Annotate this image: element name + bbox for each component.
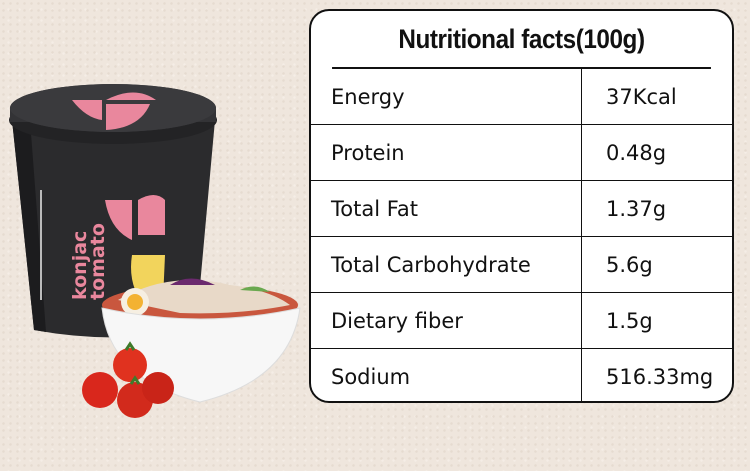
nutrient-name: Sodium [311, 348, 582, 401]
nutrient-name: Total Carbohydrate [311, 236, 582, 293]
table-row: Energy 37Kcal [311, 69, 732, 125]
cup-logo [138, 195, 165, 235]
nutrient-value: 37Kcal [581, 69, 732, 125]
nutrition-table: Nutritional facts(100g) Energy 37Kcal Prot… [309, 9, 734, 403]
cup-logo [105, 200, 132, 240]
table-row: Sodium 516.33mg [311, 348, 732, 401]
table-row: Total Fat 1.37g [311, 180, 732, 237]
tomato [142, 372, 174, 404]
product-name: konjac [69, 231, 91, 300]
egg-yolk [127, 294, 143, 310]
lid-logo [106, 92, 156, 100]
nutrient-name: Dietary fiber [311, 292, 582, 349]
table-title: Nutritional facts(100g) [332, 11, 711, 69]
lid-logo [106, 104, 150, 130]
tomato-stem [124, 341, 141, 385]
nutrient-name: Protein [311, 124, 582, 181]
nutrient-name: Total Fat [311, 180, 582, 237]
table-row: Protein 0.48g [311, 124, 732, 181]
nutrient-value: 1.5g [581, 292, 732, 349]
chopstick [40, 190, 42, 300]
product-name: tomato [87, 223, 109, 300]
product-illustration: konjac tomato [9, 84, 301, 418]
greens [240, 286, 270, 292]
lid-logo [72, 100, 102, 120]
table-row: Dietary fiber 1.5g [311, 292, 732, 349]
cabbage [170, 278, 215, 285]
nutrient-name: Energy [331, 84, 405, 109]
table-body: Energy 37Kcal Protein 0.48g Total Fat 1.37g To… [311, 69, 732, 401]
nutrient-value: 1.37g [581, 180, 732, 237]
cup-shade [12, 120, 46, 332]
tomato [82, 372, 118, 408]
nutrient-value: 516.33mg [581, 348, 732, 401]
nutrient-value: 5.6g [581, 236, 732, 293]
tomato [113, 348, 147, 382]
nutrient-value: 0.48g [581, 124, 732, 181]
table-row: Total Carbohydrate 5.6g [311, 236, 732, 293]
